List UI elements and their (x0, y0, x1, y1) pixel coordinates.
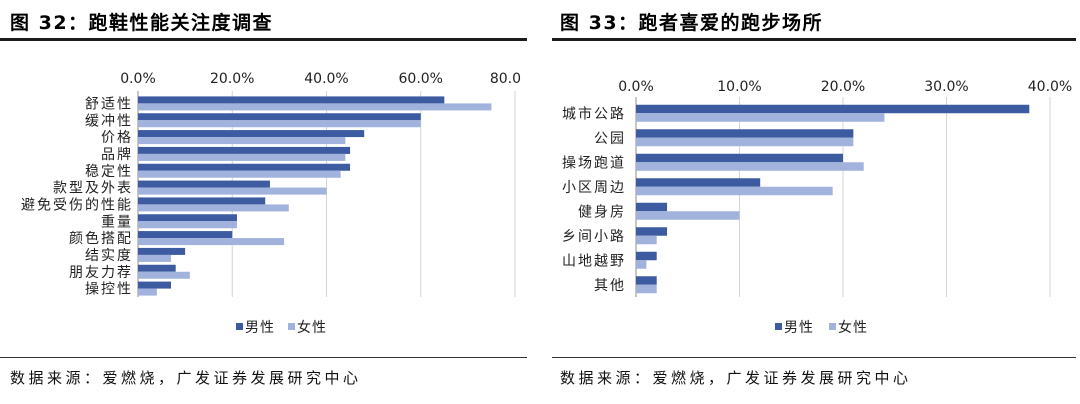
bar-series-0 (636, 178, 761, 187)
tick-label: 10.0% (717, 79, 761, 95)
bar-series-1 (636, 284, 657, 294)
category-label: 款型及外表 (53, 181, 133, 197)
bar-series-1 (138, 221, 237, 229)
category-label: 山地越野 (562, 253, 626, 269)
category-label: 缓冲性 (85, 113, 133, 129)
bar-series-0 (138, 113, 421, 121)
legend-label-series-0: 男性 (245, 320, 275, 336)
category-label: 其他 (594, 278, 626, 294)
bar-series-0 (636, 276, 657, 285)
bar-series-1 (138, 137, 346, 145)
category-label: 品牌 (101, 146, 133, 163)
tick-label: 20.0% (821, 79, 865, 95)
bar-series-1 (636, 162, 864, 171)
footer-rule (0, 357, 527, 358)
tick-label: 30.0% (924, 79, 968, 95)
title-rule (552, 38, 1076, 41)
bar-series-1 (138, 153, 346, 161)
bar-series-0 (138, 180, 270, 188)
tick-label: 20.0% (210, 71, 254, 87)
legend-swatch-series-0 (775, 323, 782, 330)
category-label: 价格 (101, 130, 133, 146)
bar-series-1 (138, 271, 190, 279)
category-label: 颜色搭配 (69, 230, 133, 247)
bar-series-1 (138, 170, 341, 178)
category-label: 操控性 (85, 282, 133, 298)
bar-series-1 (636, 211, 740, 220)
tick-label: 0.0% (120, 71, 156, 87)
bar-series-0 (636, 227, 668, 236)
bar-series-0 (138, 281, 171, 289)
category-label: 朋友力荐 (69, 265, 133, 281)
category-label: 小区周边 (562, 180, 626, 196)
figure-title: 图 33：跑者喜爱的跑步场所 (560, 12, 824, 34)
source-note: 数据来源：爱燃烧，广发证券发展研究中心 (560, 369, 912, 387)
bar-series-0 (636, 153, 843, 163)
tick-label: 0.0% (618, 79, 654, 95)
tick-label: 40.0% (304, 71, 348, 87)
bar-chart: 0.0% 20.0% 40.0% 60.0% 80.0 舒适性缓冲性价格品牌稳定性款型及外… (21, 71, 521, 336)
bar-series-1 (636, 186, 833, 196)
bar-series-1 (138, 103, 492, 111)
bar-series-0 (138, 231, 233, 239)
bar-series-0 (138, 163, 351, 171)
bar-series-0 (636, 104, 1030, 114)
bar-series-0 (636, 251, 657, 261)
bar-series-1 (636, 235, 657, 245)
category-label: 公园 (594, 131, 626, 147)
bar-series-1 (138, 254, 171, 262)
bar-series-0 (636, 129, 854, 138)
category-label: 城市公路 (562, 105, 626, 122)
category-label: 操场跑道 (562, 155, 626, 171)
tick-label: 60.0% (399, 71, 443, 87)
bar-series-1 (138, 120, 421, 128)
category-label: 健身房 (578, 204, 626, 220)
category-label: 重量 (101, 214, 133, 230)
tick-label: 40.0% (1028, 79, 1072, 95)
legend-swatch-series-1 (829, 323, 836, 330)
category-label: 稳定性 (85, 164, 133, 180)
bar-series-1 (138, 204, 289, 212)
bar-series-0 (138, 214, 237, 222)
figure-title: 图 32：跑鞋性能关注度调查 (10, 12, 274, 34)
bar-series-0 (138, 247, 186, 255)
bar-series-0 (138, 264, 176, 272)
bar-series-0 (138, 146, 351, 154)
title-rule (0, 38, 527, 41)
legend-label-series-1: 女性 (838, 319, 868, 336)
bar-series-1 (636, 113, 885, 122)
bar-series-1 (138, 187, 327, 195)
bar-series-0 (636, 202, 668, 212)
category-label: 乡间小路 (562, 229, 626, 245)
legend-swatch-series-0 (236, 323, 243, 330)
tick-label: 80.0 (490, 71, 521, 87)
chart-panel-left: 图 32：跑鞋性能关注度调查 0.0% 20.0% 40.0% 60.0% 80.0 舒适… (0, 0, 527, 404)
footer-rule (552, 357, 1076, 358)
source-note: 数据来源：爱燃烧，广发证券发展研究中心 (10, 369, 362, 387)
legend-swatch-series-1 (288, 323, 295, 330)
bar-series-1 (138, 238, 285, 246)
bar-chart: 0.0% 10.0% 20.0% 30.0% 40.0% 城市公路公园操场跑道小区周边健身… (562, 79, 1072, 336)
bar-series-0 (138, 197, 266, 205)
category-label: 结实度 (85, 248, 133, 264)
category-label: 避免受伤的性能 (21, 197, 133, 213)
bar-series-1 (636, 137, 854, 147)
legend-label-series-1: 女性 (297, 319, 327, 336)
bar-series-0 (138, 130, 365, 138)
legend-label-series-0: 男性 (784, 320, 814, 336)
bar-series-1 (636, 260, 647, 269)
bar-series-0 (138, 96, 445, 104)
chart-panel-right: 图 33：跑者喜爱的跑步场所 0.0% 10.0% 20.0% 30.0% 40.0% 城… (552, 0, 1076, 404)
category-label: 舒适性 (85, 96, 133, 112)
bar-series-1 (138, 288, 157, 296)
